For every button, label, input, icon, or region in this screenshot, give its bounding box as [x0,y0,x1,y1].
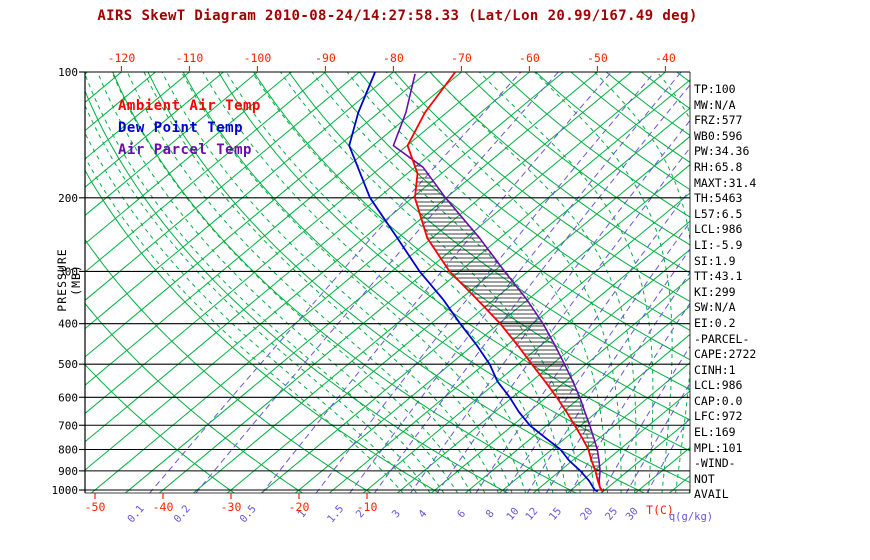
stat-line: EI:0.2 [694,315,736,330]
top-temp-tick-label: -100 [244,51,272,65]
pressure-tick-label: 700 [58,419,78,432]
dew-point-temp-curve [348,72,599,493]
mixing-ratio-tick-label: 20 [578,505,595,522]
pressure-tick-label: 900 [58,465,78,478]
stat-line: -PARCEL- [694,331,750,346]
top-temp-tick-label: -120 [108,51,136,65]
pressure-tick-label: 1000 [52,484,79,497]
mixing-ratio-tick-label: 10 [504,505,521,522]
stat-line: RH:65.8 [694,159,743,174]
stat-line: WB0:596 [694,128,743,143]
mixing-ratio-tick-label: 25 [603,505,620,522]
stat-line: LCL:986 [694,222,743,237]
legend-dew-point-temp: Dew Point Temp [118,120,244,136]
top-temp-tick-label: -90 [315,51,336,65]
top-temp-tick-label: -40 [655,51,676,65]
stat-line: L57:6.5 [694,206,743,221]
stat-line: NOT [694,471,715,486]
mixing-ratio-tick-label: 0.2 [171,503,192,525]
mixing-ratio-tick-label: 3 [390,508,403,521]
bottom-temp-tick-label: -20 [289,500,310,514]
mixing-ratio-tick-label: 0.1 [125,503,146,525]
ambient-air-temp-curve [406,72,604,493]
mixing-ratio-tick-label: 12 [523,505,540,522]
stat-line: SI:1.9 [694,253,736,268]
mixing-ratio-tick-label: 1.5 [325,503,346,525]
temp-axis-label: T(C) [646,503,674,517]
chart-title: AIRS SkewT Diagram 2010-08-24/14:27:58.3… [97,8,698,24]
stat-line: SW:N/A [694,300,736,315]
pressure-tick-label: 400 [58,318,78,331]
stat-line: KI:299 [694,284,736,299]
bottom-temp-tick-label: -10 [357,500,378,514]
mixing-ratio-axis-label: q(g/kg) [668,511,714,523]
pressure-tick-label: 200 [58,192,78,205]
stat-line: LI:-5.9 [694,237,743,252]
top-temp-tick-label: -70 [451,51,472,65]
pressure-tick-label: 300 [58,265,78,278]
legend-air-parcel-temp: Air Parcel Temp [118,142,252,158]
mixing-ratio-tick-label: 6 [455,508,468,521]
pressure-tick-label: 100 [58,66,78,79]
top-temp-tick-label: -80 [383,51,404,65]
pressure-tick-label: 600 [58,391,78,404]
stat-line: MAXT:31.4 [694,175,757,190]
chart-background [85,72,690,493]
stat-line: PW:34.36 [694,144,750,159]
stat-line: TH:5463 [694,191,743,206]
bottom-temp-tick-label: -30 [221,500,242,514]
top-temp-tick-label: -50 [587,51,608,65]
stat-line: CINH:1 [694,362,736,377]
stat-line: CAPE:2722 [694,347,757,362]
mixing-ratio-tick-label: 8 [484,508,497,521]
mixing-ratio-tick-label: 15 [547,505,564,522]
stat-line: MW:N/A [694,97,736,112]
stat-line: LCL:986 [694,378,743,393]
air-parcel-temp-curve [392,73,604,492]
stat-line: TT:43.1 [694,269,743,284]
stat-line: CAP:0.0 [694,393,743,408]
stat-line: FRZ:577 [694,113,743,128]
legend-ambient-air-temp: Ambient Air Temp [118,98,261,114]
stat-line: LFC:972 [694,409,743,424]
stat-line: AVAIL [694,487,729,502]
mixing-ratio-tick-label: 4 [416,508,429,521]
legend: Ambient Air Temp Dew Point Temp Air Parc… [118,95,261,161]
pressure-tick-label: 800 [58,443,78,456]
stat-line: EL:169 [694,425,736,440]
top-temp-tick-label: -60 [519,51,540,65]
bottom-temp-tick-label: -50 [85,500,106,514]
stat-line: TP:100 [694,82,736,96]
top-temp-tick-label: -110 [176,51,204,65]
sounding-curves [348,72,604,493]
pressure-tick-label: 500 [58,358,78,371]
stat-line: MPL:101 [694,440,743,455]
pressure-axis-label: PRESSURE (MB) [55,248,83,312]
bottom-temp-tick-label: -40 [153,500,174,514]
stats-panel: TP:100 MW:N/A FRZ:577 WB0:596 PW:34.36 RH:65.… [694,82,756,503]
stat-line: -WIND- [694,456,736,471]
